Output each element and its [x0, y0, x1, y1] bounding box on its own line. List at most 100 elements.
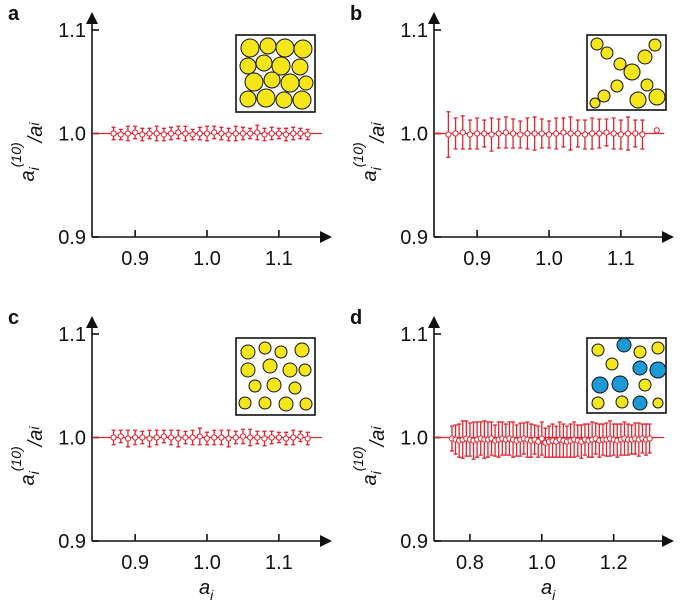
marker: [632, 130, 639, 137]
panel-label: b: [350, 3, 362, 25]
y-axis-arrow: [428, 12, 440, 24]
y-tick-label: 1.1: [58, 20, 86, 42]
marker: [553, 130, 560, 137]
y-axis-label-part: a: [17, 170, 39, 181]
marker: [509, 130, 517, 137]
marker: [175, 435, 182, 442]
x-axis-label-part: a: [199, 577, 210, 599]
marker: [254, 434, 261, 441]
x-tick-label: 1.0: [535, 248, 563, 270]
marker: [646, 435, 653, 442]
panel-label: a: [8, 3, 20, 25]
marker: [517, 131, 524, 138]
panel: b0.91.01.10.9 1.0 1.1ai(10)/ai: [350, 3, 674, 270]
marker: [175, 129, 182, 136]
marker: [167, 130, 175, 137]
marker: [124, 435, 132, 442]
y-tick-label: 0.9: [58, 227, 86, 249]
x-tick-label: 1.0: [528, 552, 556, 574]
y-axis-label-part: a: [359, 170, 381, 181]
y-axis-label-part: i: [368, 426, 384, 430]
y-tick-label: 1.0: [400, 124, 428, 146]
y-axis-label: ai(10)/ai: [350, 426, 389, 486]
marker: [196, 433, 203, 440]
x-tick-label: 1.1: [607, 248, 635, 270]
marker: [225, 131, 232, 138]
marker: [297, 130, 304, 137]
panel-label: c: [8, 307, 19, 329]
marker: [538, 130, 545, 137]
y-axis-label-part: /a: [367, 126, 389, 145]
marker: [531, 130, 538, 137]
marker: [610, 130, 617, 137]
panel: a0.91.01.10.9 1.0 1.1ai(10)/ai: [8, 3, 332, 270]
y-axis-label-part: i: [368, 470, 384, 474]
marker: [466, 131, 474, 138]
x-axis-arrow: [662, 231, 674, 243]
marker: [160, 131, 167, 138]
marker: [560, 129, 567, 136]
y-axis-label-part: /a: [367, 430, 389, 449]
marker: [268, 130, 275, 137]
marker: [146, 130, 153, 137]
marker: [268, 434, 275, 441]
y-axis-label-part: (10): [8, 446, 24, 471]
marker: [132, 129, 139, 136]
y-tick-label: 1.1: [400, 20, 428, 42]
marker: [203, 435, 211, 442]
x-tick-label: 0.9: [463, 248, 491, 270]
marker: [153, 130, 160, 137]
x-tick-label: 1.0: [193, 552, 221, 574]
marker: [160, 433, 167, 440]
inset: [235, 34, 667, 416]
x-tick-label: 1.2: [600, 552, 628, 574]
marker: [196, 130, 203, 137]
x-tick-label: 0.9: [121, 248, 149, 270]
marker: [297, 433, 304, 440]
marker: [275, 130, 282, 137]
marker: [117, 433, 124, 440]
marker: [495, 130, 502, 137]
marker: [239, 433, 247, 440]
marker: [218, 434, 225, 441]
y-tick-label: 0.9: [400, 531, 428, 553]
y-tick-label: 0.9: [58, 531, 86, 553]
marker: [254, 129, 261, 136]
y-axis-label-part: (10): [350, 142, 366, 167]
marker: [282, 435, 290, 442]
marker: [624, 130, 632, 137]
y-axis-label-part: i: [368, 166, 384, 170]
marker: [617, 131, 624, 138]
marker: [567, 130, 574, 137]
y-axis-label-part: i: [26, 470, 42, 474]
y-axis-label: ai(10)/ai: [350, 122, 389, 182]
marker: [261, 131, 268, 138]
marker: [182, 434, 189, 441]
marker: [232, 130, 239, 137]
y-tick-label: 1.1: [58, 324, 86, 346]
x-tick-label: 0.8: [456, 552, 484, 574]
marker: [459, 129, 466, 136]
y-axis-arrow: [86, 316, 98, 328]
y-axis-label-part: i: [368, 122, 384, 126]
y-axis-label-part: a: [359, 474, 381, 485]
x-tick-label: 0.9: [121, 552, 149, 574]
y-axis-label: ai(10)/ai: [8, 122, 47, 182]
marker: [304, 131, 311, 138]
y-axis-label-part: i: [26, 122, 42, 126]
y-axis-label-part: a: [17, 474, 39, 485]
marker: [653, 127, 660, 134]
marker: [589, 130, 596, 137]
x-tick-label: 1.0: [193, 248, 221, 270]
y-axis-label-part: i: [26, 166, 42, 170]
marker: [117, 131, 124, 138]
marker: [110, 130, 117, 137]
marker: [445, 131, 452, 138]
marker: [261, 435, 268, 442]
x-axis-label-part: i: [210, 587, 214, 603]
y-axis-label: ai(10)/ai: [8, 426, 47, 486]
marker: [203, 130, 211, 137]
marker: [275, 434, 282, 441]
